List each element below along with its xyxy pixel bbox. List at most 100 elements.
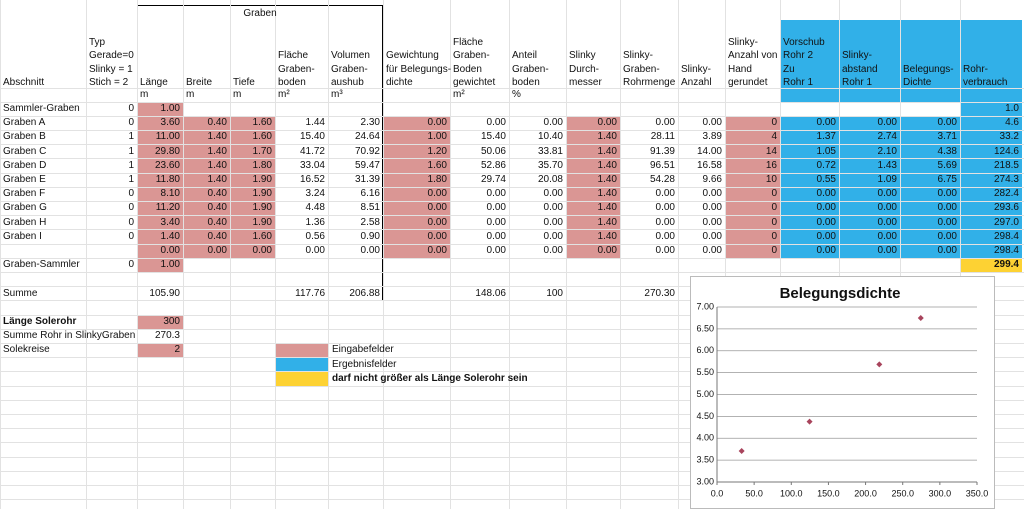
column-header: Slinky = 1	[89, 63, 133, 75]
cell-fill	[900, 201, 960, 216]
cell-fill	[780, 130, 839, 145]
cell-fill	[566, 158, 620, 173]
cell-value: 0.72	[816, 159, 836, 171]
column-header: Tiefe	[233, 77, 255, 88]
row-label: Graben I	[3, 230, 42, 242]
legend-label: Eingabefelder	[332, 344, 394, 356]
cell-value: 11.20	[155, 202, 180, 214]
cell-value: 1.40	[160, 230, 180, 242]
cell-value: 1.90	[252, 216, 272, 228]
summary-label: Summe Rohr in SlinkyGraben	[3, 330, 136, 342]
cell-fill	[780, 244, 839, 259]
cell-value: 274.3	[993, 174, 1019, 185]
cell-value: 4.48	[305, 202, 325, 214]
cell-fill	[183, 173, 230, 188]
cell-value: 0.40	[207, 202, 227, 214]
cell-value: 50.06	[480, 145, 506, 157]
cell-value: 8.10	[160, 188, 180, 200]
column-header: Slinky-	[623, 50, 654, 61]
x-tick-label: 0.0	[711, 488, 724, 498]
cell-fill	[900, 229, 960, 244]
cell-value: 1.40	[597, 145, 617, 157]
cell-value: 4.6	[1005, 117, 1019, 129]
cell-fill	[137, 258, 183, 273]
cell-value: 282.4	[993, 188, 1019, 200]
column-header: Graben-	[512, 63, 549, 75]
column-header: Fläche	[453, 36, 484, 48]
grid-line	[0, 186, 1024, 188]
cell-fill	[383, 244, 450, 259]
cell-fill	[960, 229, 1022, 244]
cell-value: 0.00	[252, 245, 272, 256]
cell-fill	[839, 187, 900, 202]
cell-fill	[960, 102, 1022, 117]
cell-value: 59.47	[354, 159, 380, 171]
grid-line	[0, 286, 1024, 288]
column-header: Gewichtung	[386, 50, 439, 61]
cell-value: 1.60	[427, 159, 447, 171]
cell-fill	[780, 229, 839, 244]
cell-value: 1.00	[427, 131, 447, 143]
summary-value: 300	[163, 316, 180, 327]
cell-value: 3.89	[702, 131, 722, 143]
column-header: Rohr 1	[783, 77, 814, 88]
cell-value: 0.00	[816, 117, 836, 129]
cell-fill	[725, 201, 780, 216]
cell-value: 0.00	[877, 216, 897, 228]
column-header: Durch-	[569, 63, 600, 75]
cell-value: 0	[771, 117, 777, 129]
column-header: Fläche	[278, 50, 309, 61]
cell-value: 0.00	[543, 188, 563, 200]
cell-fill	[960, 187, 1022, 202]
column-header: Boden	[453, 63, 482, 75]
cell-value: 70.92	[354, 145, 380, 157]
cell-fill	[137, 343, 183, 358]
y-tick-label: 5.00	[696, 389, 714, 399]
cell-fill	[839, 229, 900, 244]
cell-value: 14.00	[696, 145, 722, 157]
cell-value: 9.66	[702, 174, 722, 185]
x-tick-label: 50.0	[745, 488, 763, 498]
cell-fill	[383, 215, 450, 230]
column-header: Zu	[783, 63, 795, 75]
row-label: Graben C	[3, 145, 47, 157]
cell-fill	[839, 244, 900, 259]
cell-value: 1	[128, 174, 134, 185]
cell-value: 1.80	[427, 174, 447, 185]
cell-value: 0.00	[427, 230, 447, 242]
cell-fill	[839, 173, 900, 188]
column-header: Vorschub	[783, 36, 825, 48]
cell-fill	[566, 244, 620, 259]
cell-value: 124.6	[993, 145, 1019, 157]
x-tick-label: 200.0	[854, 488, 877, 498]
cell-value: 0	[771, 202, 777, 214]
cell-value: 16	[765, 159, 777, 171]
cell-fill	[137, 244, 183, 259]
cell-fill	[566, 229, 620, 244]
cell-value: 0.00	[937, 230, 957, 242]
cell-value: 54.28	[649, 174, 675, 185]
cell-value: 0.00	[655, 117, 675, 129]
cell-fill	[137, 215, 183, 230]
cell-value: 100	[546, 287, 563, 299]
cell-fill	[960, 215, 1022, 230]
cell-value: 0.40	[207, 216, 227, 228]
cell-fill	[900, 215, 960, 230]
cell-value: 0.56	[305, 230, 325, 242]
cell-value: 0.00	[702, 188, 722, 200]
column-header: boden	[278, 77, 306, 88]
cell-value: 0.00	[877, 245, 897, 256]
cell-fill	[725, 130, 780, 145]
column-header: verbrauch	[963, 77, 1008, 88]
y-tick-label: 3.50	[696, 455, 714, 465]
cell-fill	[183, 158, 230, 173]
grid-line	[780, 0, 781, 509]
cell-fill	[183, 130, 230, 145]
grid-line	[0, 101, 1024, 103]
cell-fill	[230, 201, 275, 216]
cell-value: 0.00	[543, 230, 563, 242]
cell-fill	[725, 116, 780, 131]
grid-line	[0, 200, 1024, 202]
column-header: Breite	[186, 77, 213, 88]
cell-value: 206.88	[349, 287, 380, 299]
